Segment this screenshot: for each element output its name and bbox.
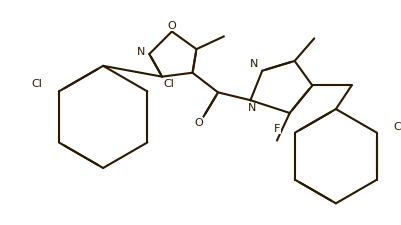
Text: O: O (167, 20, 176, 31)
Text: Cl: Cl (163, 79, 174, 88)
Text: F: F (273, 124, 280, 134)
Text: N: N (249, 59, 258, 69)
Text: Cl: Cl (392, 122, 401, 132)
Text: N: N (137, 47, 145, 57)
Text: O: O (194, 118, 202, 128)
Text: Cl: Cl (32, 79, 43, 88)
Text: N: N (247, 103, 256, 113)
